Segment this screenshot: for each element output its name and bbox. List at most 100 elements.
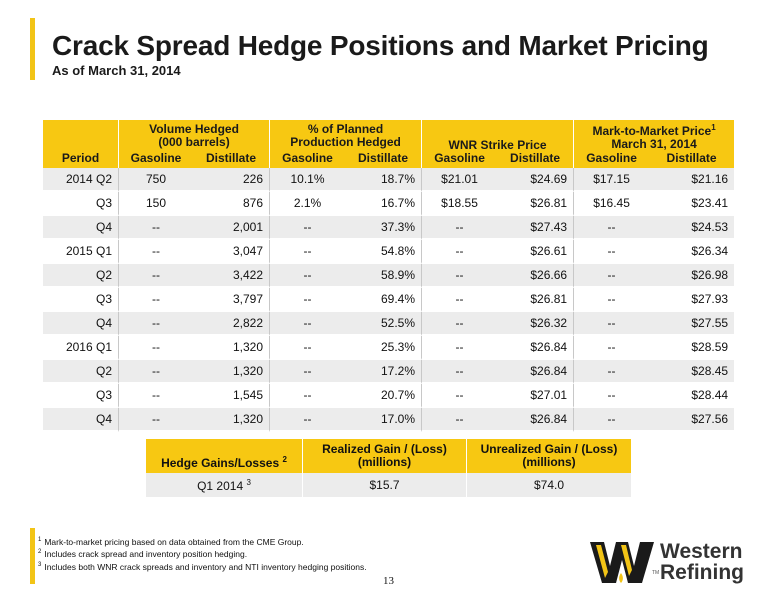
page-subtitle: As of March 31, 2014	[52, 63, 181, 78]
mtm-gasoline-cell: --	[573, 216, 650, 240]
western-refining-logo	[588, 540, 758, 585]
footnote-text: Includes both WNR crack spreads and inve…	[44, 561, 367, 572]
volume-distillate-cell: 876	[193, 192, 270, 216]
volume-distillate-cell: 3,047	[193, 240, 270, 264]
period-cell: Q4	[43, 408, 118, 432]
mtm-gasoline-cell: --	[573, 312, 650, 336]
planned-gasoline-cell: --	[269, 264, 346, 288]
volume-gasoline-cell: --	[118, 240, 193, 264]
footnote-text: Includes crack spread and inventory posi…	[44, 549, 248, 560]
mtm-header-line2: March 31, 2014	[611, 137, 697, 151]
western-refining-w-icon	[590, 542, 654, 583]
mtm-distillate-cell: $21.16	[649, 168, 735, 192]
planned-gasoline-cell: --	[269, 336, 346, 360]
period-cell: Q2	[43, 264, 118, 288]
strike-header: WNR Strike Price	[448, 138, 547, 152]
unrealized-header-line1: Unrealized Gain / (Loss)	[480, 442, 618, 456]
mtm-distillate-cell: $28.44	[649, 384, 735, 408]
hedge-period-cell: Q1 2014 3	[146, 473, 302, 497]
volume-distillate-cell: 1,320	[193, 336, 270, 360]
strike-gasoline-cell: --	[421, 384, 498, 408]
accent-bar-bottom	[30, 528, 35, 584]
strike-distillate-cell: $27.01	[497, 384, 574, 408]
strike-distillate-cell: $26.81	[497, 192, 574, 216]
footnotes: 1 Mark-to-market pricing based on data ob…	[38, 535, 367, 572]
realized-header-line2: (millions)	[357, 455, 412, 469]
planned-distillate-cell: 52.5%	[345, 312, 422, 336]
mtm-distillate-cell: $27.55	[649, 312, 735, 336]
mtm-gasoline-cell: --	[573, 336, 650, 360]
strike-distillate-cell: $26.66	[497, 264, 574, 288]
planned-gasoline-cell: --	[269, 408, 346, 432]
column-header-strike-gasoline: Gasoline	[421, 152, 498, 168]
hedge-footnote-ref: 2	[282, 455, 287, 464]
hedge-gains-losses-label: Hedge Gains/Losses	[161, 456, 280, 470]
mtm-distillate-cell: $26.34	[649, 240, 735, 264]
mtm-gasoline-cell: --	[573, 240, 650, 264]
logo-wordmark: Western Refining	[660, 541, 744, 583]
table-column-header: Period Gasoline Distillate Gasoline Dist…	[43, 152, 735, 168]
volume-distillate-cell: 2,822	[193, 312, 270, 336]
group-header-volume: Volume Hedged (000 barrels)	[118, 120, 270, 152]
period-cell: Q3	[43, 192, 118, 216]
mtm-gasoline-cell: --	[573, 264, 650, 288]
period-cell: Q4	[43, 216, 118, 240]
mtm-distillate-cell: $27.56	[649, 408, 735, 432]
volume-distillate-cell: 1,320	[193, 408, 270, 432]
volume-gasoline-cell: --	[118, 288, 193, 312]
column-header-volume-gasoline: Gasoline	[118, 152, 193, 168]
hedge-period-footnote-ref: 3	[246, 477, 251, 487]
mtm-distillate-cell: $24.53	[649, 216, 735, 240]
accent-bar-top	[30, 18, 35, 80]
hedge-period-label: Q1 2014	[197, 478, 244, 493]
volume-gasoline-cell: 150	[118, 192, 193, 216]
strike-gasoline-cell: --	[421, 288, 498, 312]
footnote: 2 Includes crack spread and inventory pos…	[38, 547, 367, 559]
planned-gasoline-cell: --	[269, 288, 346, 312]
mtm-gasoline-cell: $16.45	[573, 192, 650, 216]
period-cell: 2015 Q1	[43, 240, 118, 264]
table-row: Q2 -- 3,422 -- 58.9% -- $26.66 -- $26.98	[43, 264, 735, 288]
page-title: Crack Spread Hedge Positions and Market …	[52, 30, 709, 61]
footnote: 1 Mark-to-market pricing based on data ob…	[38, 535, 367, 547]
mtm-gasoline-cell: $17.15	[573, 168, 650, 192]
realized-header-line1: Realized Gain / (Loss)	[322, 442, 447, 456]
mtm-gasoline-cell: --	[573, 288, 650, 312]
table-row: Q4 -- 2,822 -- 52.5% -- $26.32 -- $27.55	[43, 312, 735, 336]
planned-distillate-cell: 18.7%	[345, 168, 422, 192]
mtm-distillate-cell: $28.59	[649, 336, 735, 360]
strike-gasoline-cell: --	[421, 264, 498, 288]
planned-gasoline-cell: --	[269, 216, 346, 240]
planned-distillate-cell: 16.7%	[345, 192, 422, 216]
strike-gasoline-cell: --	[421, 240, 498, 264]
page-number: 13	[383, 575, 394, 587]
logo-trademark: TM	[652, 570, 660, 576]
volume-distillate-cell: 1,320	[193, 360, 270, 384]
strike-distillate-cell: $26.81	[497, 288, 574, 312]
group-header-period	[43, 120, 118, 152]
table-group-header: Volume Hedged (000 barrels) % of Planned…	[43, 120, 735, 152]
logo-line1: Western	[660, 540, 743, 563]
mtm-gasoline-cell: --	[573, 384, 650, 408]
planned-gasoline-cell: --	[269, 240, 346, 264]
logo-line2: Refining	[660, 561, 744, 584]
realized-gain-cell: $15.7	[302, 473, 466, 497]
volume-gasoline-cell: --	[118, 216, 193, 240]
footnote-number: 3	[38, 561, 42, 568]
footnote: 3 Includes both WNR crack spreads and inv…	[38, 560, 367, 572]
planned-gasoline-cell: 10.1%	[269, 168, 346, 192]
column-header-mtm-gasoline: Gasoline	[573, 152, 650, 168]
strike-distillate-cell: $26.61	[497, 240, 574, 264]
realized-gain-header: Realized Gain / (Loss) (millions)	[302, 439, 466, 473]
period-cell: 2014 Q2	[43, 168, 118, 192]
strike-distillate-cell: $26.84	[497, 336, 574, 360]
planned-distillate-cell: 69.4%	[345, 288, 422, 312]
strike-distillate-cell: $26.84	[497, 360, 574, 384]
strike-gasoline-cell: $18.55	[421, 192, 498, 216]
footnote-text: Mark-to-market pricing based on data obt…	[44, 536, 304, 547]
period-cell: Q3	[43, 288, 118, 312]
strike-gasoline-cell: $21.01	[421, 168, 498, 192]
group-header-mtm: Mark-to-Market Price1 March 31, 2014	[573, 120, 735, 152]
planned-distillate-cell: 17.2%	[345, 360, 422, 384]
column-header-strike-distillate: Distillate	[497, 152, 574, 168]
